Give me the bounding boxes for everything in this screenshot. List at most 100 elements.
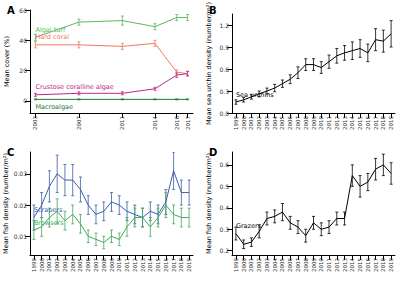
svg-text:2017: 2017 [185, 116, 191, 130]
svg-text:2007: 2007 [93, 258, 99, 272]
svg-text:0.6: 0.6 [219, 66, 229, 73]
svg-text:Sea urchins: Sea urchins [236, 91, 274, 99]
svg-text:2017: 2017 [373, 258, 379, 272]
svg-text:2001: 2001 [248, 258, 254, 272]
svg-text:0.01: 0.01 [14, 233, 28, 240]
svg-text:2018: 2018 [380, 258, 386, 272]
svg-text:2013: 2013 [342, 258, 348, 272]
svg-text:2006: 2006 [85, 258, 91, 272]
svg-text:0.9: 0.9 [219, 44, 229, 51]
svg-text:2008: 2008 [303, 116, 309, 130]
svg-text:60: 60 [19, 7, 27, 14]
svg-text:Crustose coralline algae: Crustose coralline algae [35, 83, 113, 91]
svg-text:D: D [209, 147, 217, 158]
svg-text:0.3: 0.3 [219, 226, 229, 233]
svg-text:1999: 1999 [31, 258, 37, 272]
svg-text:2016: 2016 [365, 258, 371, 272]
svg-text:0: 0 [23, 97, 27, 104]
svg-text:Mean sea urchin density (numbe: Mean sea urchin density (number/m²) [205, 2, 213, 125]
svg-text:2018: 2018 [380, 116, 386, 130]
svg-text:2014: 2014 [147, 258, 153, 272]
svg-text:2019: 2019 [388, 116, 394, 130]
svg-text:2003: 2003 [264, 258, 270, 272]
svg-text:2007: 2007 [76, 116, 82, 130]
svg-text:2002: 2002 [54, 258, 60, 272]
svg-text:2015: 2015 [155, 258, 161, 272]
svg-text:0.03: 0.03 [14, 170, 28, 177]
svg-text:2012: 2012 [132, 258, 138, 272]
svg-text:2001: 2001 [248, 116, 254, 130]
svg-text:2003: 2003 [62, 258, 68, 272]
svg-text:2019: 2019 [186, 258, 192, 272]
svg-text:Scrapers: Scrapers [34, 206, 63, 214]
svg-text:2005: 2005 [77, 258, 83, 272]
svg-text:2016: 2016 [163, 258, 169, 272]
svg-text:A: A [7, 5, 15, 16]
svg-text:Browsers: Browsers [34, 219, 64, 227]
svg-text:2010: 2010 [116, 258, 122, 272]
svg-text:2002: 2002 [256, 116, 262, 130]
svg-text:2013: 2013 [342, 116, 348, 130]
svg-text:Mean fish density (number/m²): Mean fish density (number/m²) [205, 153, 213, 254]
svg-text:2011: 2011 [326, 116, 332, 130]
svg-text:2004: 2004 [70, 258, 76, 272]
svg-text:0.3: 0.3 [219, 88, 229, 95]
svg-text:0.5: 0.5 [219, 183, 229, 190]
svg-text:2014: 2014 [349, 116, 355, 130]
svg-text:2000: 2000 [241, 258, 247, 272]
svg-text:0.4: 0.4 [219, 204, 229, 211]
svg-text:1999: 1999 [233, 116, 239, 130]
svg-text:2005: 2005 [279, 116, 285, 130]
svg-text:2016: 2016 [365, 116, 371, 130]
svg-text:2001: 2001 [46, 258, 52, 272]
svg-text:Hard coral: Hard coral [35, 33, 69, 41]
svg-text:2016: 2016 [174, 116, 180, 130]
svg-text:2005: 2005 [279, 258, 285, 272]
svg-text:2007: 2007 [295, 116, 301, 130]
svg-text:2017: 2017 [171, 258, 177, 272]
svg-text:2006: 2006 [287, 116, 293, 130]
svg-text:2010: 2010 [318, 258, 324, 272]
svg-text:0.6: 0.6 [219, 161, 229, 168]
svg-text:2000: 2000 [39, 258, 45, 272]
svg-text:40: 40 [19, 37, 27, 44]
svg-text:2014: 2014 [349, 258, 355, 272]
svg-text:2012: 2012 [334, 258, 340, 272]
svg-text:0.02: 0.02 [14, 202, 28, 209]
svg-text:2008: 2008 [303, 258, 309, 272]
svg-text:2018: 2018 [178, 258, 184, 272]
svg-text:2011: 2011 [124, 258, 130, 272]
svg-text:B: B [209, 5, 217, 16]
svg-text:2000: 2000 [241, 116, 247, 130]
svg-text:2009: 2009 [311, 258, 317, 272]
svg-text:2003: 2003 [264, 116, 270, 130]
svg-text:2019: 2019 [388, 258, 394, 272]
svg-text:2017: 2017 [373, 116, 379, 130]
svg-text:2014: 2014 [152, 116, 158, 130]
svg-text:2012: 2012 [334, 116, 340, 130]
svg-text:2002: 2002 [256, 258, 262, 272]
svg-text:2004: 2004 [272, 116, 278, 130]
svg-text:20: 20 [19, 67, 27, 74]
svg-text:2011: 2011 [119, 116, 125, 130]
svg-text:2009: 2009 [109, 258, 115, 272]
svg-text:Macroalgae: Macroalgae [35, 103, 73, 111]
svg-text:0.0: 0.0 [219, 110, 229, 117]
svg-text:Mean cover (%): Mean cover (%) [3, 36, 11, 87]
svg-text:2006: 2006 [287, 258, 293, 272]
svg-text:2010: 2010 [318, 116, 324, 130]
svg-text:2008: 2008 [101, 258, 107, 272]
svg-text:1.2: 1.2 [219, 22, 229, 29]
svg-text:1999: 1999 [233, 258, 239, 272]
svg-text:2007: 2007 [295, 258, 301, 272]
svg-text:0.2: 0.2 [219, 247, 229, 254]
svg-text:2013: 2013 [140, 258, 146, 272]
svg-text:Grazers: Grazers [236, 222, 262, 230]
svg-text:2009: 2009 [311, 116, 317, 130]
svg-text:C: C [7, 147, 14, 158]
svg-text:2015: 2015 [357, 258, 363, 272]
svg-text:2003: 2003 [32, 116, 38, 130]
svg-text:Mean fish density (number/m²): Mean fish density (number/m²) [2, 153, 10, 254]
svg-text:2011: 2011 [326, 258, 332, 272]
svg-text:2015: 2015 [357, 116, 363, 130]
